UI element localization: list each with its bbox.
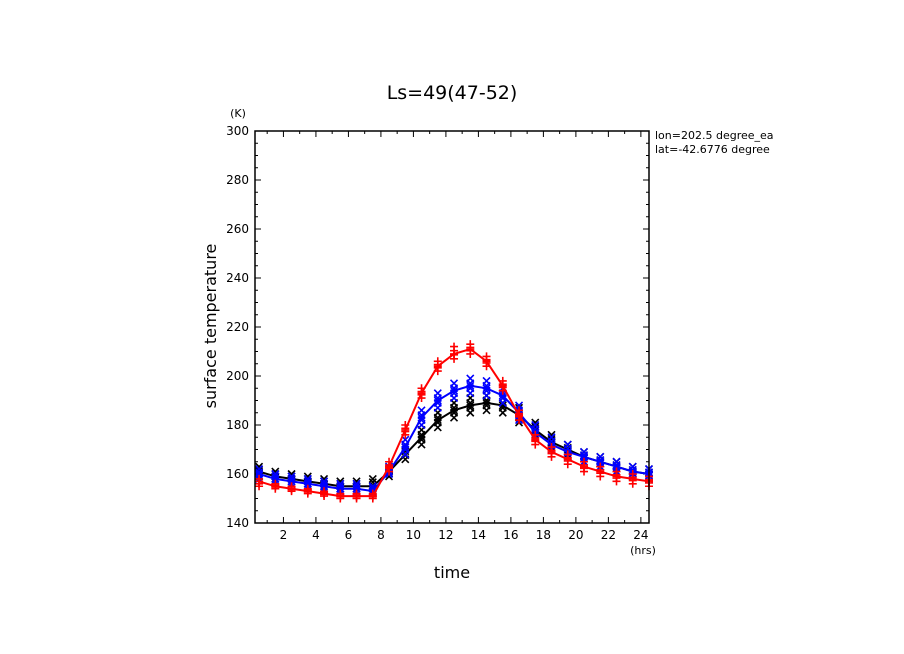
series-point <box>596 467 605 476</box>
series-point <box>449 386 459 395</box>
x-tick-label: 18 <box>536 528 551 542</box>
series-line <box>258 401 650 488</box>
sample-marker <box>466 389 475 398</box>
y-tick-label: 260 <box>226 222 249 236</box>
series-point <box>417 389 426 398</box>
series-point <box>320 489 329 498</box>
x-tick-label: 6 <box>345 528 353 542</box>
series-point <box>433 396 442 405</box>
series-point <box>254 469 264 479</box>
sample-marker <box>433 423 442 432</box>
x-tick-label: 2 <box>280 528 288 542</box>
series-point <box>579 452 589 461</box>
x-tick-label: 8 <box>377 528 385 542</box>
series-line <box>258 384 650 493</box>
x-axis-label: time <box>434 563 470 582</box>
y-tick-label: 220 <box>226 320 249 334</box>
series-point <box>498 401 507 410</box>
series-point <box>482 357 491 366</box>
series-point <box>547 447 556 456</box>
series-point <box>628 474 637 483</box>
sample-marker <box>498 408 507 417</box>
series-point <box>433 416 442 425</box>
x-tick-label: 22 <box>601 528 616 542</box>
series-point <box>352 492 361 501</box>
x-tick-label: 14 <box>471 528 486 542</box>
series-point <box>612 462 621 471</box>
series-point <box>417 413 426 422</box>
x-tick-label: 12 <box>438 528 453 542</box>
series-point <box>287 477 296 486</box>
y-tick-label: 300 <box>226 124 249 138</box>
series-point <box>319 482 329 491</box>
x-tick-label: 16 <box>503 528 518 542</box>
series-point <box>563 455 572 464</box>
series-point <box>466 381 475 390</box>
x-tick-label: 20 <box>568 528 583 542</box>
sample-marker <box>449 393 459 403</box>
y-tick-label: 140 <box>226 516 249 530</box>
series-point <box>482 384 491 393</box>
series-point <box>255 477 264 486</box>
y-tick-label: 180 <box>226 418 249 432</box>
y-tick-label: 200 <box>226 369 249 383</box>
series-point <box>531 435 540 444</box>
y-axis-label: surface temperature <box>201 244 220 409</box>
chart-title: Ls=49(47-52) <box>387 82 518 104</box>
y-unit-label: (K) <box>230 107 246 120</box>
series-line <box>258 347 650 498</box>
sample-marker <box>449 413 459 422</box>
series-point <box>433 362 442 371</box>
x-tick-label: 10 <box>406 528 421 542</box>
series-point <box>417 433 426 442</box>
sample-marker <box>498 398 507 408</box>
sample-marker <box>482 406 491 415</box>
series-point <box>401 442 410 452</box>
plot-area: 2 4 6 8 10 12 14 16 18 20 22 2414016018020022024026… <box>226 124 654 542</box>
y-tick-label: 240 <box>226 271 249 285</box>
annotation-lat: lat=-42.6776 degree <box>655 143 770 156</box>
series-point <box>449 406 459 415</box>
series-point <box>271 482 280 491</box>
y-tick-label: 280 <box>226 173 249 187</box>
x-tick-label: 24 <box>633 528 648 542</box>
series-point <box>498 381 507 390</box>
x-tick-label: 4 <box>312 528 320 542</box>
series-point <box>287 484 296 493</box>
series-point <box>515 411 524 420</box>
sample-marker <box>482 391 491 400</box>
series-point <box>466 345 475 354</box>
x-unit-label: (hrs) <box>630 544 656 557</box>
series-point <box>368 492 377 501</box>
series-point <box>385 462 394 471</box>
plot-frame <box>254 130 650 524</box>
series-point <box>271 474 280 483</box>
sample-marker <box>433 403 442 412</box>
annotation-lon: lon=202.5 degree_ea <box>655 129 774 142</box>
y-tick-label: 160 <box>226 467 249 481</box>
series-point <box>612 472 621 481</box>
sample-marker <box>368 474 377 483</box>
series-point <box>303 487 312 496</box>
series-point <box>498 391 507 400</box>
series-point <box>466 401 475 410</box>
series-point <box>336 492 345 501</box>
series-point <box>596 457 605 466</box>
series-point <box>580 462 589 471</box>
series-point <box>450 349 459 358</box>
series-point <box>482 398 491 408</box>
series-point <box>401 425 410 434</box>
series-point <box>303 479 312 488</box>
sample-marker <box>466 408 475 417</box>
series-point <box>336 484 345 493</box>
series-point <box>352 484 361 493</box>
sample-marker <box>417 440 426 449</box>
